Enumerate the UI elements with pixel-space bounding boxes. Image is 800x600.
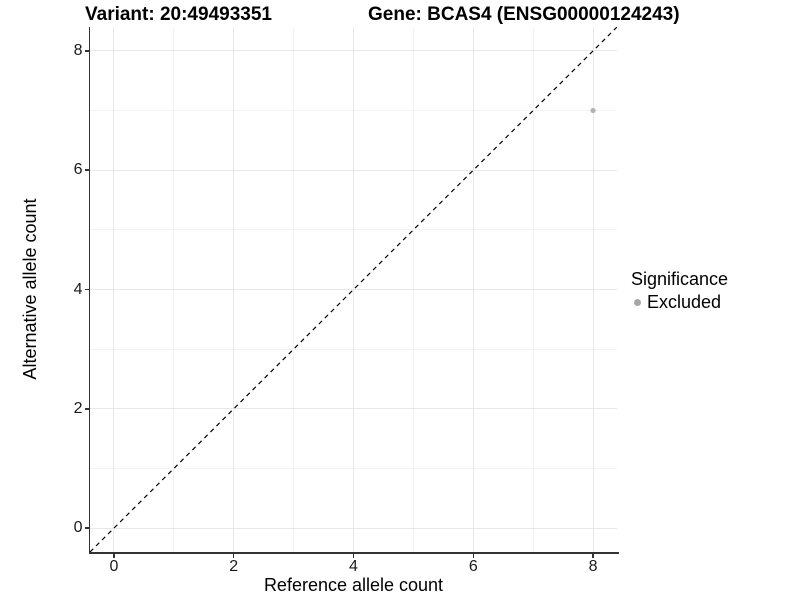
x-tick-label: 2 — [229, 558, 239, 575]
gridline-horizontal-major — [90, 289, 617, 290]
plot-title-variant: Variant: 20:49493351 — [85, 4, 272, 25]
plot-layer — [90, 27, 617, 552]
x-tick-mark — [352, 553, 355, 558]
x-tick-label: 0 — [109, 558, 119, 575]
y-tick-label: 4 — [73, 280, 83, 298]
x-axis-title: Reference allele count — [263, 575, 444, 595]
y-tick-label: 6 — [73, 161, 83, 179]
x-tick-label: 6 — [468, 558, 478, 575]
identity-dashed-line — [90, 27, 617, 552]
gridline-horizontal-major — [90, 169, 617, 171]
plot-title-gene: Gene: BCAS4 (ENSG00000124243) — [368, 4, 680, 25]
legend: Significance Excluded — [631, 269, 728, 313]
y-tick-mark — [84, 527, 89, 529]
y-tick-mark — [84, 50, 89, 52]
y-tick-label: 8 — [73, 41, 83, 59]
x-tick-mark — [592, 553, 594, 558]
gridline-vertical-major — [472, 27, 474, 552]
x-axis-line — [88, 552, 619, 554]
gridline-vertical-major — [592, 27, 594, 552]
y-tick-label: 2 — [73, 399, 83, 417]
legend-point-icon — [634, 299, 641, 306]
x-tick-label: 8 — [588, 558, 598, 575]
x-tick-mark — [232, 553, 235, 558]
legend-item-excluded: Excluded — [634, 292, 728, 313]
gridline-horizontal-major — [90, 50, 617, 52]
legend-item-label: Excluded — [647, 292, 722, 312]
y-tick-mark — [84, 408, 89, 410]
plot-panel — [90, 27, 617, 552]
x-tick-label: 4 — [349, 558, 358, 575]
y-tick-label: 0 — [73, 519, 83, 537]
data-point — [590, 107, 596, 114]
x-tick-mark — [472, 553, 475, 558]
y-axis-title: Alternative allele count — [20, 198, 40, 380]
y-tick-mark — [84, 288, 89, 291]
x-tick-mark — [113, 553, 115, 558]
y-axis-line — [88, 27, 90, 554]
y-tick-mark — [84, 169, 89, 171]
legend-title: Significance — [631, 269, 729, 289]
